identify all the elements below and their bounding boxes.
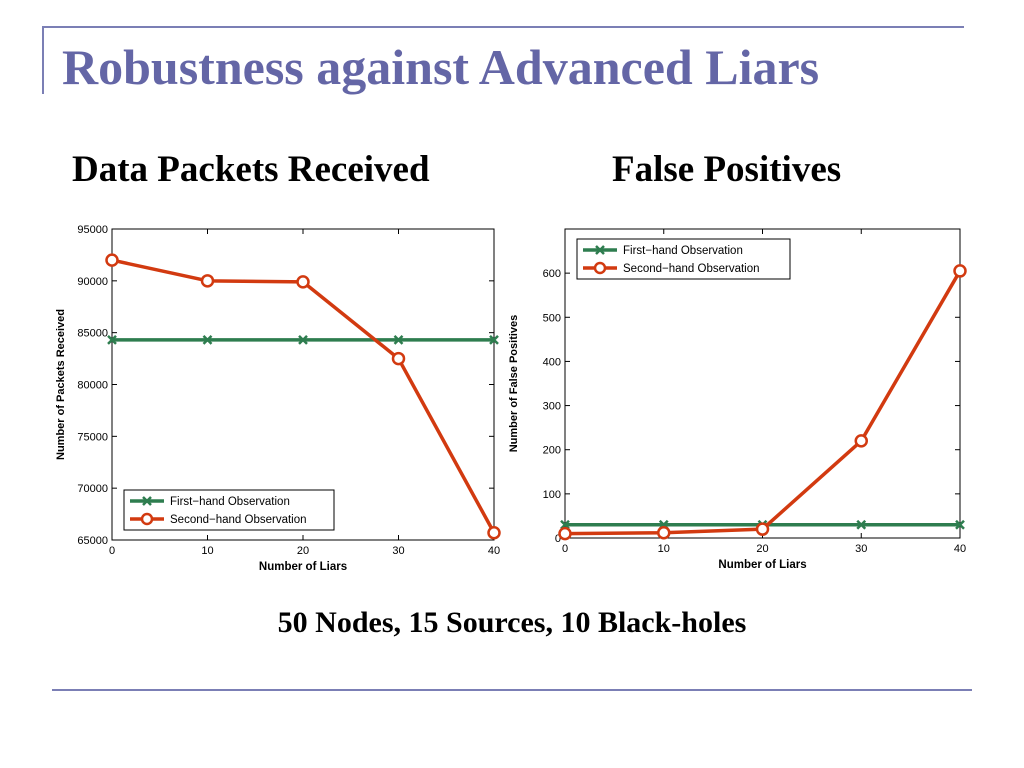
y-tick-label: 95000 [77,224,108,236]
data-point-circle [487,525,501,540]
y-tick-label: 200 [543,445,561,457]
chart-1: 0 10 20 30 40 65000 70000 75000 80000 85000 90000 9… [55,224,501,573]
legend-box [123,489,335,531]
x-tick-label: 10 [658,543,670,555]
data-point-x [955,519,965,530]
chart-2-heading: False Positives [612,149,842,190]
y-tick-label: 0 [555,533,561,545]
legend: First−hand Observation Second−hand Observ… [576,238,791,280]
x-tick-label: 40 [488,545,500,557]
y-tick-label: 80000 [77,380,108,392]
data-point-x [393,335,404,345]
bottom-rule [52,689,972,691]
legend-marker-x [595,245,605,255]
legend-label: First−hand Observation [170,496,290,508]
x-axis-label: Number of Liars [259,561,347,573]
y-tick-label: 300 [543,401,561,413]
data-point-circle [854,434,868,448]
y-tick-label: 600 [543,268,561,280]
data-point-circle [558,526,572,541]
legend-label: Second−hand Observation [170,514,307,526]
chart-1-heading: Data Packets Received [72,149,430,190]
slide-caption: 50 Nodes, 15 Sources, 10 Black-holes [277,606,747,639]
data-point-circle [200,274,215,288]
data-point-x [489,335,499,345]
y-tick-label: 85000 [77,328,108,340]
data-point-circle [391,351,406,366]
data-point-circle [755,522,770,536]
legend-marker-circle [593,261,607,275]
x-tick-label: 30 [855,543,867,555]
x-tick-label: 40 [954,543,966,555]
y-tick-label: 65000 [77,535,108,547]
y-tick-label: 75000 [77,431,108,443]
data-point-x [107,335,117,345]
title-accent-bar [42,26,44,94]
x-tick-label: 10 [201,545,213,557]
y-tick-label: 500 [543,312,561,324]
y-tick-label: 90000 [77,276,108,288]
data-point-x [298,335,308,345]
data-point-x [202,335,213,345]
x-tick-label: 30 [392,545,404,557]
y-tick-label: 70000 [77,483,108,495]
x-tick-label: 20 [756,543,768,555]
data-point-circle [105,253,119,267]
legend-marker-x [142,496,152,506]
top-rule [42,26,964,28]
slide-title: Robustness against Advanced Liars [62,39,820,95]
legend-label: Second−hand Observation [623,263,760,275]
legend-box [576,238,791,280]
x-tick-label: 0 [562,543,568,555]
legend-marker-circle [140,512,154,526]
x-tick-label: 0 [109,545,115,557]
data-point-circle [953,264,967,278]
data-point-circle [657,525,671,540]
y-tick-label: 100 [543,489,561,501]
legend-label: First−hand Observation [623,245,743,257]
x-tick-label: 20 [297,545,309,557]
data-point-x [856,519,867,530]
legend: First−hand Observation Second−hand Observ… [123,489,335,531]
y-axis-label: Number of False Positives [508,315,520,453]
data-point-circle [296,275,310,289]
x-axis-label: Number of Liars [718,559,806,571]
y-axis-label: Number of Packets Received [55,309,67,460]
y-tick-label: 400 [543,356,561,368]
